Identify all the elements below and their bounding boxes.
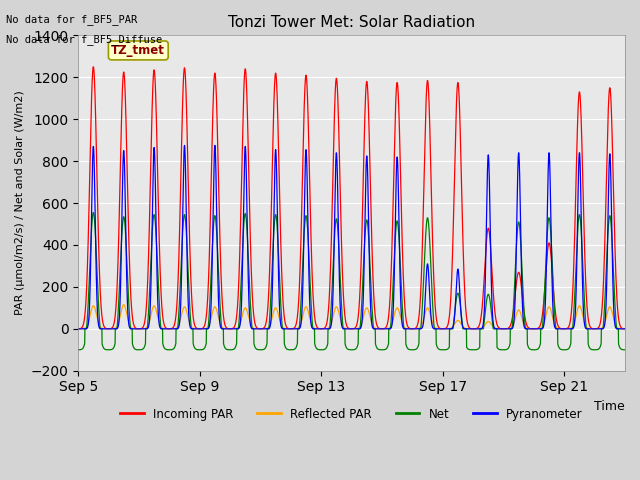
Incoming PAR <box>615 318 623 324</box>
Pyranometer <box>175 322 183 328</box>
Reflected PAR <box>172 325 180 331</box>
Pyranometer <box>400 325 408 331</box>
Reflected PAR <box>74 326 82 332</box>
Reflected PAR <box>120 302 127 308</box>
Line: Reflected PAR: Reflected PAR <box>78 305 625 329</box>
Net <box>90 210 97 216</box>
Incoming PAR <box>172 311 180 316</box>
Net <box>172 326 180 332</box>
Net <box>469 347 477 353</box>
Line: Pyranometer: Pyranometer <box>78 145 625 329</box>
Net <box>615 343 623 348</box>
Incoming PAR <box>530 326 538 332</box>
Title: Tonzi Tower Met: Solar Radiation: Tonzi Tower Met: Solar Radiation <box>228 15 475 30</box>
Line: Net: Net <box>78 213 625 350</box>
Net <box>175 301 183 307</box>
Reflected PAR <box>175 320 183 326</box>
Pyranometer <box>258 326 266 332</box>
Incoming PAR <box>400 280 408 286</box>
Net <box>621 347 629 353</box>
Pyranometer <box>97 326 104 332</box>
Pyranometer <box>172 326 180 332</box>
Line: Incoming PAR: Incoming PAR <box>78 67 625 329</box>
Reflected PAR <box>97 324 104 330</box>
Net <box>74 347 82 353</box>
Reflected PAR <box>400 324 408 329</box>
Net <box>97 326 104 332</box>
Text: No data for f_BF5_PAR: No data for f_BF5_PAR <box>6 14 138 25</box>
Pyranometer <box>439 326 447 332</box>
Legend: Incoming PAR, Reflected PAR, Net, Pyranometer: Incoming PAR, Reflected PAR, Net, Pyrano… <box>116 403 588 425</box>
Incoming PAR <box>621 326 629 332</box>
Incoming PAR <box>97 292 104 298</box>
X-axis label: Time: Time <box>595 400 625 413</box>
Net <box>258 347 266 353</box>
Net <box>400 323 408 328</box>
Incoming PAR <box>74 326 82 332</box>
Incoming PAR <box>258 326 266 332</box>
Reflected PAR <box>621 326 629 332</box>
Pyranometer <box>74 326 82 332</box>
Incoming PAR <box>175 238 183 244</box>
Reflected PAR <box>469 326 477 332</box>
Incoming PAR <box>90 64 97 70</box>
Pyranometer <box>180 143 188 148</box>
Reflected PAR <box>615 325 623 331</box>
Y-axis label: PAR (μmol/m2/s) / Net and Solar (W/m2): PAR (μmol/m2/s) / Net and Solar (W/m2) <box>15 91 25 315</box>
Pyranometer <box>621 326 629 332</box>
Text: No data for f_BF5_Diffuse: No data for f_BF5_Diffuse <box>6 34 163 45</box>
Pyranometer <box>615 326 623 332</box>
Reflected PAR <box>258 326 266 332</box>
Text: TZ_tmet: TZ_tmet <box>111 44 165 57</box>
